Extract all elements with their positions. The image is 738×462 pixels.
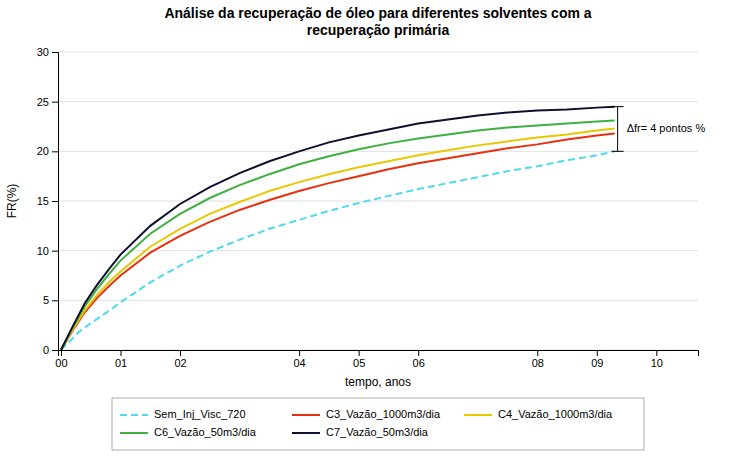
x-axis-line: [59, 351, 699, 357]
legend-label: Sem_Inj_Visc_720: [154, 408, 246, 420]
y-tick-label: 0: [43, 344, 49, 356]
grid-line: [58, 201, 698, 202]
y-tick-mark: [52, 350, 58, 351]
legend-item: C4_Vazão_1000m3/dia: [464, 408, 613, 420]
x-tick-label: 02: [174, 357, 186, 369]
x-tick-label: 09: [591, 357, 603, 369]
y-tick-mark: [52, 251, 58, 252]
legend-label: C7_Vazão_50m3/dia: [326, 426, 429, 438]
y-axis: 0 5 10 15 20 25 30: [37, 46, 59, 356]
legend-item: C6_Vazão_50m3/dia: [120, 426, 257, 438]
annotation-text: Δfr= 4 pontos %: [627, 122, 706, 134]
x-tick-mark: [597, 350, 598, 356]
x-tick-label: 06: [413, 357, 425, 369]
x-tick: 09: [591, 350, 603, 369]
legend: Sem_Inj_Visc_720 C3_Vazão_1000m3/dia C4_Va…: [112, 398, 644, 450]
legend-frame: [112, 398, 644, 450]
x-tick-mark: [359, 350, 360, 356]
grid: [58, 52, 698, 350]
series-line: [61, 107, 615, 350]
x-tick-mark: [61, 350, 62, 356]
x-tick-label: 00: [55, 357, 67, 369]
legend-item: C3_Vazão_1000m3/dia: [292, 408, 441, 420]
grid-line: [58, 101, 698, 102]
legend-item: C7_Vazão_50m3/dia: [292, 426, 429, 438]
y-tick: 30: [37, 46, 58, 58]
x-tick-label: 05: [353, 357, 365, 369]
annotation: Δfr= 4 pontos %: [612, 107, 706, 152]
x-tick-label: 10: [651, 357, 663, 369]
y-tick-label: 10: [37, 245, 49, 257]
x-tick: 00: [55, 350, 67, 369]
x-axis: 00 01 02 04 05 06 08 09 10: [55, 350, 698, 369]
x-tick-mark: [180, 350, 181, 356]
plot: 000102040506080910051015202530Δfr= 4 pon…: [37, 46, 706, 369]
series-line: [61, 121, 615, 350]
x-axis-title: tempo, anos: [345, 375, 411, 389]
y-tick: 10: [37, 245, 58, 257]
legend-swatch: [292, 414, 320, 416]
x-tick: 05: [353, 350, 365, 369]
legend-swatch: [120, 432, 148, 434]
x-tick-mark: [121, 350, 122, 356]
y-tick: 5: [43, 294, 58, 306]
legend-swatch: [120, 414, 148, 416]
y-tick: 15: [37, 195, 58, 207]
grid-line: [58, 52, 698, 53]
y-tick: 0: [43, 344, 58, 356]
y-tick-mark: [52, 300, 58, 301]
y-tick-mark: [52, 201, 58, 202]
x-tick: 01: [115, 350, 127, 369]
y-tick-mark: [52, 102, 58, 103]
legend-swatch: [464, 414, 492, 416]
legend-item: Sem_Inj_Visc_720: [120, 408, 246, 420]
bracket-tick: [612, 151, 624, 152]
legend-label: C3_Vazão_1000m3/dia: [326, 408, 441, 420]
y-tick-label: 20: [37, 145, 49, 157]
y-axis-line: [52, 53, 59, 351]
y-tick-mark: [52, 52, 58, 53]
x-tick: 06: [413, 350, 425, 369]
x-tick-mark: [656, 350, 657, 356]
series-group: [61, 107, 615, 350]
title: Análise da recuperação de óleo para dife…: [164, 5, 591, 38]
y-tick-label: 30: [37, 46, 49, 58]
x-tick: 10: [651, 350, 663, 369]
x-tick-mark: [418, 350, 419, 356]
legend-swatch: [292, 432, 320, 434]
bracket-tick: [612, 106, 624, 107]
y-tick: 20: [37, 145, 58, 157]
chart: 000102040506080910051015202530Δfr= 4 pon…: [0, 0, 738, 462]
y-tick-mark: [52, 151, 58, 152]
bracket-line: [617, 107, 618, 152]
legend-label: C4_Vazão_1000m3/dia: [498, 408, 613, 420]
grid-line: [58, 151, 698, 152]
x-tick: 04: [293, 350, 305, 369]
y-tick-label: 25: [37, 96, 49, 108]
x-tick-label: 01: [115, 357, 127, 369]
x-tick-mark: [299, 350, 300, 356]
x-tick-label: 04: [293, 357, 305, 369]
x-tick: 08: [532, 350, 544, 369]
x-tick: 02: [174, 350, 186, 369]
x-tick-mark: [537, 350, 538, 356]
x-tick-label: 08: [532, 357, 544, 369]
legend-label: C6_Vazão_50m3/dia: [154, 426, 257, 438]
y-axis-title: FR(%): [5, 184, 19, 219]
y-tick-label: 5: [43, 294, 49, 306]
y-tick-label: 15: [37, 195, 49, 207]
grid-line: [58, 300, 698, 301]
series-line: [61, 133, 615, 350]
y-tick: 25: [37, 96, 58, 108]
